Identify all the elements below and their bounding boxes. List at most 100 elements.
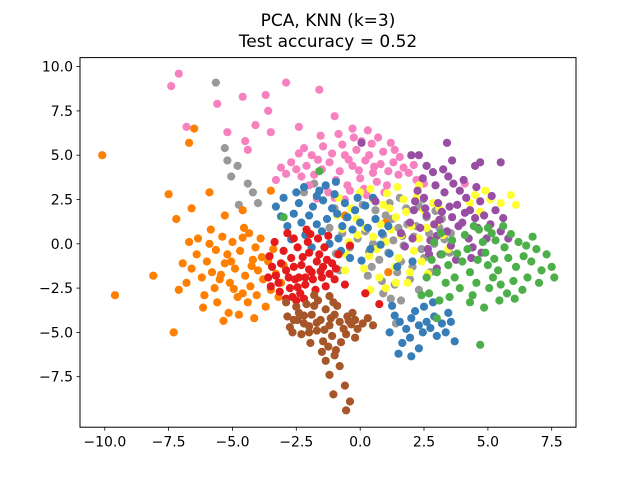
data-point xyxy=(365,151,374,160)
data-point xyxy=(313,155,323,164)
data-point xyxy=(384,167,393,176)
data-point xyxy=(334,129,343,139)
data-point xyxy=(301,280,310,289)
data-point xyxy=(527,257,536,266)
x-tick-label: 0.0 xyxy=(349,435,371,451)
data-point xyxy=(448,213,457,222)
data-point xyxy=(312,257,321,266)
data-point xyxy=(384,268,393,277)
data-point xyxy=(302,300,311,309)
data-point xyxy=(271,175,280,185)
data-point xyxy=(444,308,453,317)
data-point xyxy=(253,266,263,275)
data-point xyxy=(481,248,490,257)
data-point xyxy=(340,280,349,289)
data-point xyxy=(408,234,417,243)
data-point xyxy=(422,273,431,282)
data-point xyxy=(256,234,265,243)
data-point xyxy=(502,289,512,298)
data-point xyxy=(241,137,250,146)
data-point xyxy=(382,189,392,198)
data-point xyxy=(241,271,250,280)
data-point xyxy=(537,266,546,275)
data-point xyxy=(404,168,413,177)
data-point xyxy=(422,161,431,170)
data-point xyxy=(301,273,310,282)
data-point xyxy=(480,303,489,312)
data-point xyxy=(391,213,400,222)
data-point xyxy=(250,314,259,323)
data-point xyxy=(213,99,222,108)
data-point xyxy=(399,195,408,204)
data-point xyxy=(297,261,306,270)
data-point xyxy=(518,285,527,294)
data-point xyxy=(335,167,344,176)
data-point xyxy=(305,328,314,337)
data-point xyxy=(514,237,523,247)
data-point xyxy=(225,278,234,287)
data-point xyxy=(471,161,480,170)
data-point xyxy=(167,82,176,91)
data-point xyxy=(294,122,303,131)
x-tick-label: 7.5 xyxy=(541,435,563,451)
data-point xyxy=(297,218,306,227)
y-tick-label: −2.5 xyxy=(39,281,73,297)
data-point xyxy=(454,222,463,231)
data-point xyxy=(367,139,376,148)
data-point xyxy=(444,261,453,270)
data-point xyxy=(297,172,306,181)
cluster-purple xyxy=(357,138,513,273)
data-point xyxy=(223,128,232,137)
data-point xyxy=(405,268,415,277)
data-point xyxy=(293,283,302,292)
data-point xyxy=(363,314,372,323)
data-point xyxy=(494,266,503,275)
data-point xyxy=(333,209,342,218)
data-point xyxy=(205,188,214,197)
data-point xyxy=(271,202,280,211)
data-point xyxy=(358,319,367,328)
data-point xyxy=(246,282,255,291)
data-point xyxy=(519,252,528,261)
data-point xyxy=(269,245,278,254)
data-point xyxy=(393,183,402,192)
data-point xyxy=(220,259,229,268)
data-point xyxy=(385,204,394,213)
data-point xyxy=(478,237,487,247)
cluster-pink xyxy=(167,69,469,204)
data-point xyxy=(243,179,252,188)
data-point xyxy=(417,291,426,300)
data-point xyxy=(340,266,349,275)
data-point xyxy=(428,298,438,307)
chart-title-line2: Test accuracy = 0.52 xyxy=(238,32,417,52)
data-point xyxy=(411,197,420,206)
data-point xyxy=(305,211,314,220)
data-point xyxy=(442,227,452,236)
data-point xyxy=(481,186,490,195)
data-point xyxy=(190,124,199,133)
data-point xyxy=(377,229,386,238)
data-point xyxy=(396,229,406,238)
data-point xyxy=(375,300,384,309)
data-point xyxy=(396,296,406,305)
data-point xyxy=(399,163,408,172)
data-point xyxy=(453,200,462,209)
data-point xyxy=(220,144,229,153)
data-point xyxy=(485,284,494,293)
data-point xyxy=(394,349,403,358)
data-point xyxy=(419,193,429,202)
data-point xyxy=(334,234,343,243)
data-point xyxy=(407,151,416,160)
data-point xyxy=(270,237,279,247)
data-point xyxy=(299,183,309,192)
data-point xyxy=(352,145,361,154)
data-point xyxy=(285,284,294,293)
data-point xyxy=(509,276,518,286)
data-point xyxy=(299,144,309,153)
data-point xyxy=(335,317,344,326)
data-point xyxy=(348,124,357,133)
data-point xyxy=(289,234,298,243)
data-point xyxy=(325,269,334,278)
data-point xyxy=(480,211,489,220)
data-point xyxy=(532,245,541,254)
